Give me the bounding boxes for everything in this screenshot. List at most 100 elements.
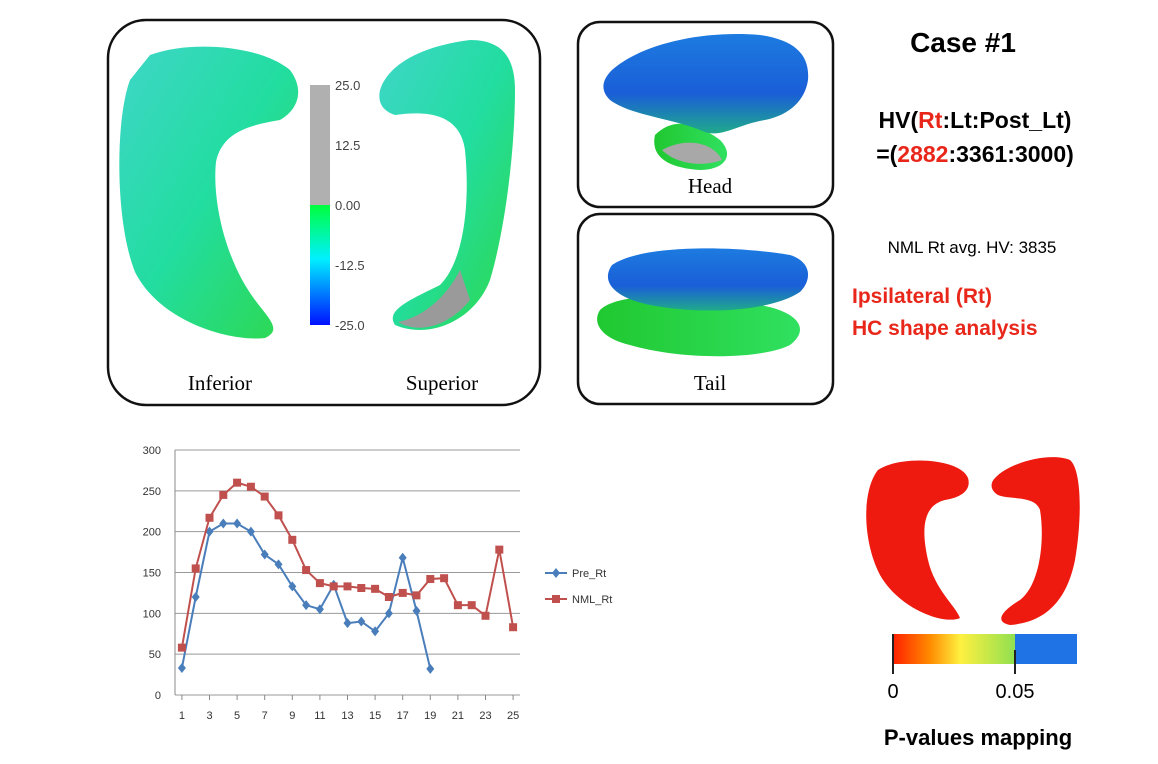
- point: [246, 482, 255, 491]
- text: :Lt:Post_Lt): [942, 107, 1071, 133]
- inferior-shape: [119, 46, 299, 339]
- panel-label: Head: [688, 174, 733, 198]
- point: [509, 623, 518, 632]
- text: :3361:3000): [948, 141, 1073, 167]
- legend-label: NML_Rt: [572, 594, 612, 606]
- colorbar-label: -25.0: [335, 318, 365, 333]
- legend-marker: [552, 568, 560, 578]
- point: [426, 663, 435, 674]
- colorbar-label: 0.00: [335, 198, 360, 213]
- normal-hv: NML Rt avg. HV: 3835: [888, 238, 1057, 257]
- point: [274, 559, 283, 570]
- point: [233, 478, 242, 487]
- point: [495, 545, 504, 554]
- point: [453, 601, 462, 610]
- point: [384, 608, 393, 619]
- point: [398, 588, 407, 597]
- y-tick-label: 100: [143, 608, 161, 620]
- colorbar-bottom: [310, 205, 330, 325]
- pmap-title: P-values mapping: [884, 725, 1072, 750]
- tail-lower: [597, 296, 800, 357]
- point: [467, 601, 476, 610]
- y-tick-label: 250: [143, 486, 161, 498]
- point: [329, 582, 338, 591]
- legend-label: Pre_Rt: [572, 568, 606, 580]
- y-tick-label: 50: [149, 649, 161, 661]
- colorbar-label: -12.5: [335, 258, 365, 273]
- point: [357, 584, 366, 593]
- x-tick-label: 15: [369, 710, 381, 722]
- case-title: Case #1: [910, 27, 1016, 58]
- point: [343, 618, 352, 629]
- panel-frame: [576, 212, 835, 406]
- y-tick-label: 200: [143, 527, 161, 539]
- point: [219, 490, 228, 499]
- pmap-shape: [991, 457, 1080, 625]
- point: [260, 492, 269, 501]
- highlight: Rt: [918, 107, 943, 133]
- pmap-scale-label: 0: [887, 681, 898, 703]
- point: [315, 604, 324, 615]
- panel-label: Inferior: [188, 371, 252, 395]
- superior-shape: [379, 40, 515, 330]
- point: [205, 513, 214, 522]
- point: [440, 574, 449, 583]
- text: =(: [876, 141, 897, 167]
- point: [398, 552, 407, 563]
- x-tick-label: 7: [262, 710, 268, 722]
- point: [233, 518, 242, 529]
- point: [288, 581, 297, 592]
- point: [357, 616, 366, 627]
- analysis-line: Ipsilateral (Rt): [852, 285, 992, 308]
- text: HV(: [879, 107, 919, 133]
- point: [343, 582, 352, 591]
- point: [371, 584, 380, 593]
- superior-shade: [398, 270, 470, 328]
- point: [315, 579, 324, 588]
- tail-shape: [607, 248, 809, 311]
- x-tick-label: 13: [341, 710, 353, 722]
- x-tick-label: 1: [179, 710, 185, 722]
- point: [191, 564, 200, 573]
- point: [191, 592, 200, 602]
- y-tick-label: 0: [155, 690, 161, 702]
- point: [219, 518, 228, 529]
- hv-label: HV(Rt:Lt:Post_Lt): [879, 107, 1072, 133]
- head-shade: [662, 142, 722, 164]
- panel-label: Superior: [406, 371, 478, 395]
- point: [481, 611, 490, 620]
- point: [246, 526, 255, 537]
- x-tick-label: 19: [424, 710, 436, 722]
- hv-values: =(2882:3361:3000): [876, 141, 1074, 167]
- point: [371, 626, 380, 637]
- point: [177, 663, 186, 674]
- head-shape: [603, 34, 809, 134]
- pmap-colorbar: [1015, 634, 1077, 664]
- point: [302, 600, 311, 611]
- panel-label: Tail: [694, 371, 727, 395]
- point: [412, 605, 421, 616]
- colorbar-top: [310, 85, 330, 205]
- point: [412, 591, 421, 600]
- y-tick-label: 300: [143, 445, 161, 457]
- pmap-colorbar: [893, 634, 1015, 664]
- panel-frame: [106, 18, 542, 407]
- x-tick-label: 9: [289, 710, 295, 722]
- point: [288, 535, 297, 544]
- colorbar-label: 12.5: [335, 138, 360, 153]
- y-tick-label: 150: [143, 568, 161, 580]
- x-tick-label: 11: [314, 710, 325, 722]
- analysis-line: HC shape analysis: [852, 317, 1038, 340]
- x-tick-label: 21: [452, 710, 464, 722]
- point: [274, 511, 283, 520]
- point: [205, 526, 214, 537]
- x-tick-label: 25: [507, 710, 519, 722]
- panel-frame: [576, 20, 835, 209]
- legend-marker: [552, 595, 560, 603]
- pmap-scale-label: 0.05: [996, 681, 1035, 703]
- x-tick-label: 5: [234, 710, 240, 722]
- x-tick-label: 17: [397, 710, 409, 722]
- point: [302, 566, 311, 575]
